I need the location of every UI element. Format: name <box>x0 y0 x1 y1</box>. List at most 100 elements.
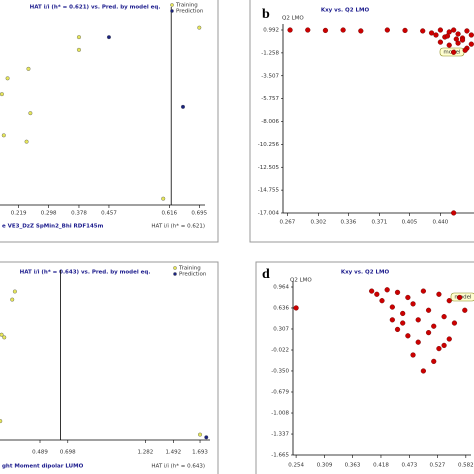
x-tick-label: 0.371 <box>372 220 388 226</box>
point <box>431 358 437 364</box>
point <box>444 33 451 39</box>
point <box>0 419 3 424</box>
x-tick-label: 0.418 <box>373 463 389 469</box>
point <box>5 76 10 81</box>
point <box>26 66 31 71</box>
point <box>394 289 401 295</box>
x-tick-label: 0.457 <box>101 211 117 217</box>
point <box>0 92 4 97</box>
x-tick-label: 0.473 <box>402 463 418 469</box>
panel-label: d <box>262 267 270 282</box>
x-axis-label: ght Moment dipolar LUMO <box>2 464 84 470</box>
y-tick-label: 0.964 <box>273 285 289 291</box>
x-tick-label: 0.254 <box>288 463 304 469</box>
point <box>76 47 81 52</box>
y-tick-label: -0.679 <box>271 389 289 395</box>
x-tick-label: 0.302 <box>310 220 326 226</box>
chart-title: Kxy vs. Q2 LMO <box>341 270 390 276</box>
y-tick-label: -12.505 <box>258 165 280 171</box>
point <box>198 432 203 437</box>
point <box>106 35 111 40</box>
point <box>446 336 452 342</box>
point <box>431 323 437 329</box>
point <box>340 27 346 33</box>
x-tick-label: 1.492 <box>165 450 181 456</box>
annotation-box <box>450 292 474 302</box>
point <box>464 28 470 34</box>
point <box>394 326 401 333</box>
point <box>425 330 432 336</box>
point <box>197 25 202 30</box>
point <box>457 294 463 301</box>
point <box>400 320 406 326</box>
point <box>455 31 461 37</box>
y-tick-label: -1.337 <box>271 432 289 438</box>
y-tick-label: 0.636 <box>273 305 289 311</box>
y-tick-label: -0.022 <box>271 348 289 354</box>
panel-frame <box>255 261 474 474</box>
point <box>374 291 380 297</box>
point <box>161 196 166 201</box>
chart-title: HAT i/i (h* = 0.643) vs. Pred. by model … <box>20 270 151 276</box>
chart-title: HAT i/i (h* = 0.621) vs. Pred. by model … <box>30 5 161 11</box>
legend-marker <box>173 272 177 276</box>
point <box>451 27 457 33</box>
point <box>322 27 329 34</box>
legend-marker <box>170 9 174 13</box>
y-axis-label: Q2 LMO <box>290 278 312 284</box>
x-tick-label: 0.378 <box>71 211 87 217</box>
point <box>437 39 443 45</box>
y-tick-label: -3.507 <box>261 73 279 79</box>
y-tick-label: 0.992 <box>263 28 279 34</box>
x-tick-label: 0.309 <box>317 463 333 469</box>
legend-label: Prediction <box>176 9 204 15</box>
point <box>400 310 406 317</box>
point <box>76 35 81 40</box>
point <box>433 32 439 38</box>
point <box>436 291 442 297</box>
point <box>305 27 311 33</box>
point <box>12 289 17 294</box>
point <box>451 320 458 326</box>
y-tick-label: -1.665 <box>271 453 289 459</box>
point <box>293 305 299 311</box>
point <box>420 28 426 34</box>
x-tick-label: 0.405 <box>402 220 418 226</box>
point <box>453 36 459 42</box>
y-tick-label: -0.350 <box>271 368 289 374</box>
point <box>425 307 432 313</box>
point <box>451 210 457 216</box>
point <box>468 32 474 38</box>
legend-marker <box>173 266 177 270</box>
point <box>446 42 452 48</box>
x-tick-label: 0.582 <box>458 463 474 469</box>
point <box>389 317 395 323</box>
x-tick-label: 1.282 <box>138 450 154 456</box>
point <box>462 307 468 313</box>
x-axis-label: e VE3_DzZ SpMin2_Bhi RDF145m <box>2 224 104 230</box>
legend-label: Prediction <box>179 272 207 278</box>
x-tick-label: 0.267 <box>280 220 296 226</box>
point <box>441 314 447 320</box>
point <box>180 104 185 109</box>
x-tick-label: 0.527 <box>429 463 445 469</box>
y-tick-label: -14.755 <box>258 188 280 194</box>
point <box>2 335 7 340</box>
x-axis-label: HAT i/i (h* = 0.643) <box>151 464 205 470</box>
point <box>379 298 385 304</box>
x-tick-label: 0.336 <box>341 220 357 226</box>
point <box>415 339 421 345</box>
point <box>468 41 474 47</box>
point <box>389 304 395 310</box>
point <box>437 27 443 33</box>
legend-label: Training <box>175 3 198 9</box>
point <box>415 317 421 323</box>
x-tick-label: 0.363 <box>345 463 361 469</box>
point <box>459 37 466 43</box>
point <box>410 301 416 307</box>
point <box>369 288 375 294</box>
x-tick-label: 0.298 <box>41 211 57 217</box>
point <box>436 346 442 352</box>
y-tick-label: -5.757 <box>261 96 279 102</box>
